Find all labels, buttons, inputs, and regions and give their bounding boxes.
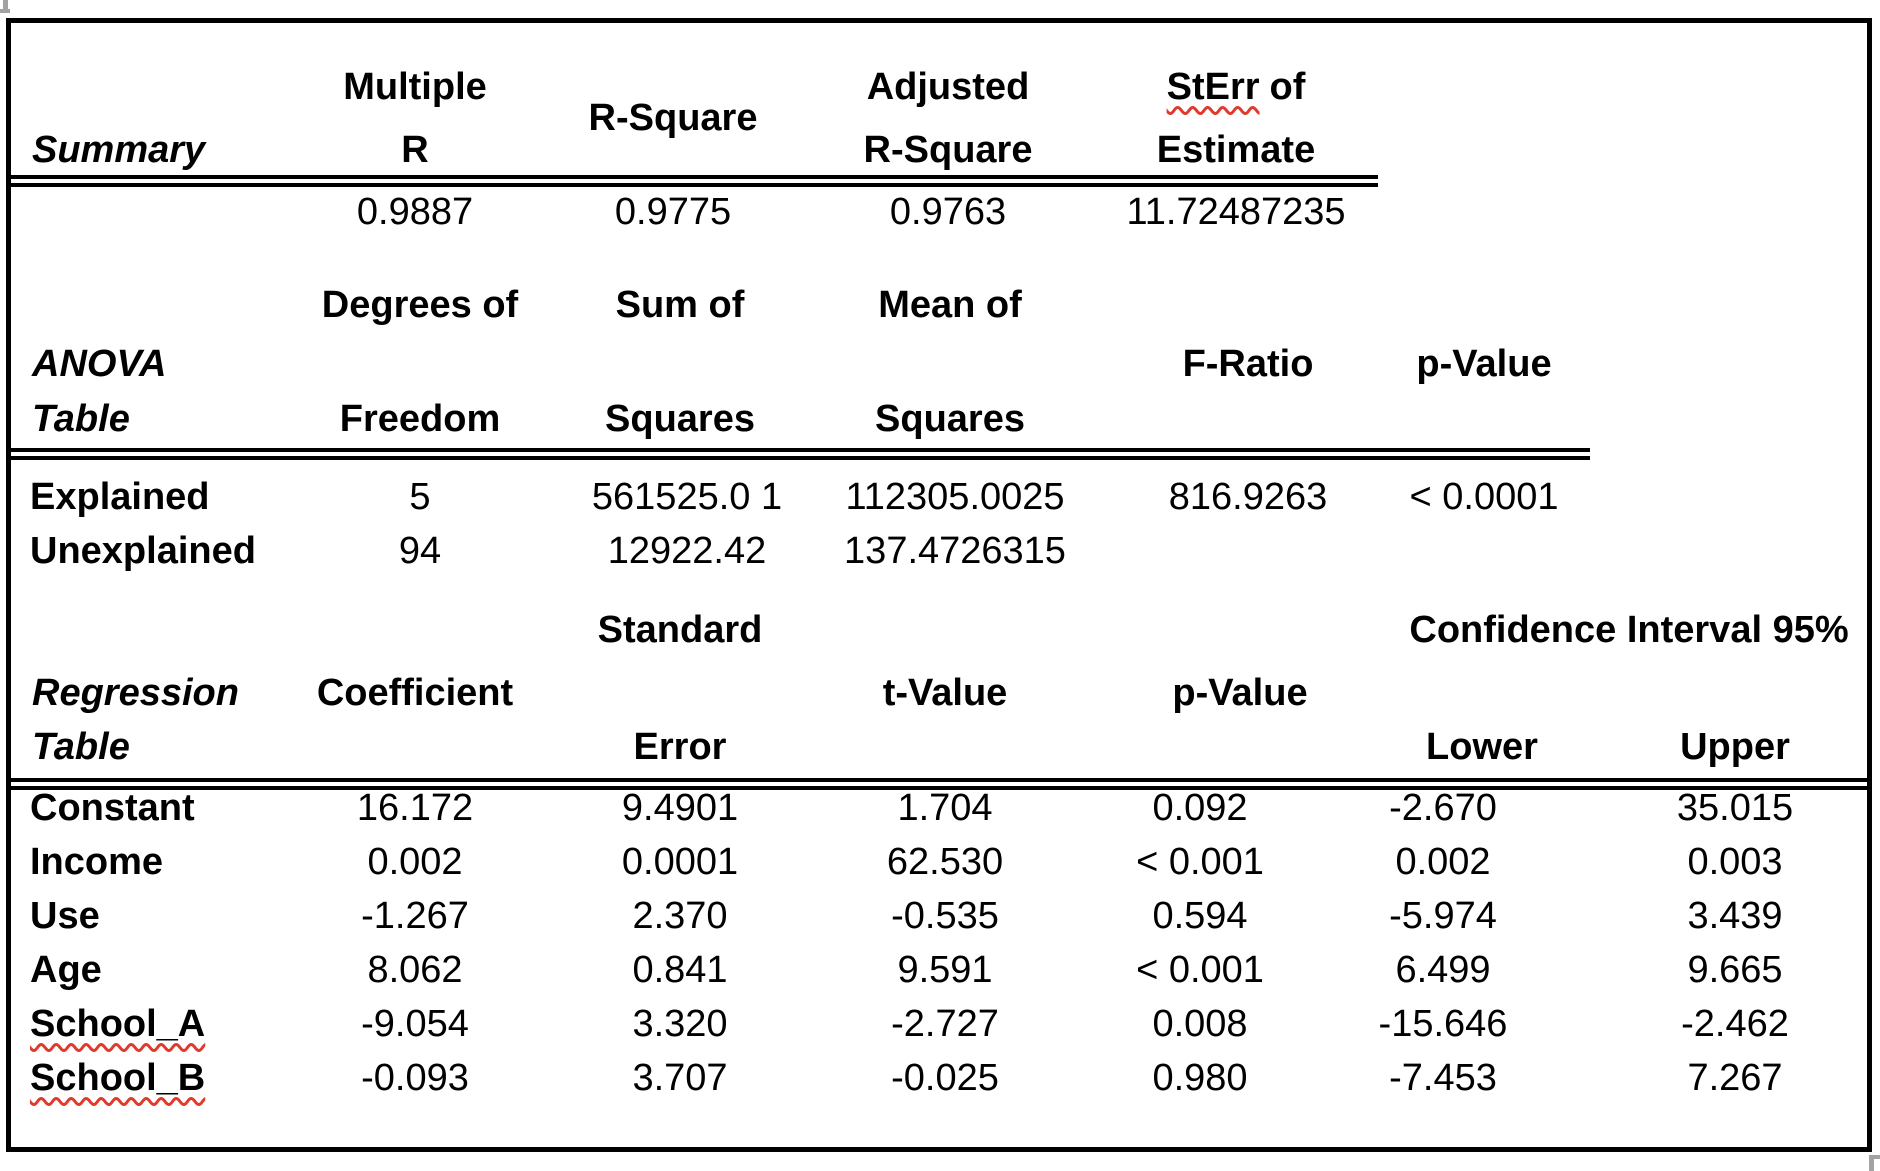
regression-row-coef: -9.054 [361,1003,469,1045]
regression-row-coef: 16.172 [356,787,474,829]
crop-mark-bottom-right-horizontal [1869,1155,1880,1159]
summary-header-estimate: Estimate [1156,129,1316,171]
regression-row-p: 0.008 [1152,1003,1248,1045]
table-outer-border [6,18,1872,1152]
summary-value-r-square: 0.9775 [614,191,732,233]
anova-row-ms: 112305.0025 [845,476,1065,518]
regression-row-t: 62.530 [886,841,1004,883]
regression-row-lower: 0.002 [1395,841,1491,883]
regression-section-title-line1: Regression [32,672,239,714]
regression-header-error: Error [633,726,727,768]
anova-row-df: 5 [409,476,431,518]
summary-header-adjusted: Adjusted [866,66,1030,108]
regression-header-standard: Standard [597,609,763,651]
anova-row-df: 94 [398,530,442,572]
regression-row-p: < 0.001 [1136,841,1264,883]
regression-row-lower: -7.453 [1389,1057,1497,1099]
anova-header-sum-squares: Squares [605,398,755,440]
anova-section-title-line2: Table [32,398,130,440]
crop-mark-bottom-right-vertical [1869,1155,1874,1171]
regression-row-se: 2.370 [632,895,728,937]
regression-header-t-value: t-Value [882,672,1008,714]
regression-row-lower: -5.974 [1389,895,1497,937]
regression-row-upper: 35.015 [1676,787,1794,829]
anova-row-f: 816.9263 [1168,476,1328,518]
regression-row-lower: 6.499 [1395,949,1491,991]
regression-row-coef: 8.062 [367,949,463,991]
regression-row-coef: -0.093 [361,1057,469,1099]
regression-row-lower: -15.646 [1378,1003,1508,1045]
regression-row-coef: 0.002 [367,841,463,883]
anova-header-degrees-of: Degrees of [321,284,519,326]
regression-row-se: 3.320 [632,1003,728,1045]
regression-row-t: 1.704 [897,787,993,829]
anova-header-sum-of: Sum of [615,284,745,326]
regression-row-t: -2.727 [891,1003,999,1045]
summary-value-sterr-of-estimate: 11.72487235 [1126,191,1346,233]
regression-row-t: -0.535 [891,895,999,937]
summary-header-r: R [401,129,429,171]
regression-row-se: 9.4901 [621,787,739,829]
crop-mark-top-left-horizontal [0,9,10,13]
regression-row-label: Constant [30,787,195,829]
anova-header-double-rule [6,448,1590,460]
anova-header-mean-of: Mean of [878,284,1022,326]
anova-row-p: < 0.0001 [1409,476,1559,518]
sterr-misspelled-word: StErr [1166,66,1260,108]
summary-header-double-rule [6,175,1378,187]
regression-header-upper: Upper [1680,726,1790,768]
regression-header-lower: Lower [1426,726,1538,768]
anova-row-ss: 12922.42 [607,530,767,572]
regression-row-coef: -1.267 [361,895,469,937]
anova-row-label: Explained [30,476,210,518]
regression-row-se: 3.707 [632,1057,728,1099]
regression-row-label-misspelled: School_B [30,1057,206,1099]
regression-row-p: 0.594 [1152,895,1248,937]
regression-row-se: 0.0001 [621,841,739,883]
anova-header-f-ratio: F-Ratio [1182,343,1314,385]
anova-row-ms: 137.4726315 [844,530,1066,572]
regression-header-p-value: p-Value [1172,672,1308,714]
crop-mark-top-left-vertical [3,0,8,13]
regression-row-upper: -2.462 [1681,1003,1789,1045]
anova-header-mean-squares: Squares [875,398,1025,440]
sterr-of-word: of [1269,66,1306,108]
summary-header-multiple: Multiple [343,66,487,108]
summary-value-multiple-r: 0.9887 [356,191,474,233]
summary-section-title: Summary [32,129,206,171]
anova-row-label: Unexplained [30,530,256,572]
regression-header-confidence-interval: Confidence Interval 95% [1409,609,1849,651]
regression-row-label: Age [30,949,102,991]
anova-section-title-line1: ANOVA [32,343,167,385]
anova-row-ss: 561525.0 1 [591,476,783,518]
regression-row-p: 0.980 [1152,1057,1248,1099]
regression-header-coefficient: Coefficient [316,672,514,714]
regression-row-upper: 7.267 [1687,1057,1783,1099]
anova-header-p-value: p-Value [1416,343,1552,385]
regression-row-upper: 0.003 [1687,841,1783,883]
regression-row-label: Use [30,895,100,937]
regression-section-title-line2: Table [32,726,130,768]
regression-row-label-misspelled: School_A [30,1003,206,1045]
summary-header-sterr-of: StErr of [1167,64,1306,110]
regression-row-upper: 3.439 [1687,895,1783,937]
regression-row-p: < 0.001 [1136,949,1264,991]
summary-header-adjusted-r-square: R-Square [863,129,1033,171]
regression-row-t: -0.025 [891,1057,999,1099]
regression-row-label: Income [30,841,164,883]
summary-value-adjusted-r-square: 0.9763 [889,191,1007,233]
regression-row-t: 9.591 [897,949,993,991]
anova-header-freedom: Freedom [339,398,501,440]
summary-header-r-square: R-Square [588,97,758,139]
regression-row-upper: 9.665 [1687,949,1783,991]
regression-row-p: 0.092 [1152,787,1248,829]
regression-header-double-rule [6,778,1872,790]
regression-row-se: 0.841 [632,949,728,991]
regression-row-lower: -2.670 [1389,787,1497,829]
